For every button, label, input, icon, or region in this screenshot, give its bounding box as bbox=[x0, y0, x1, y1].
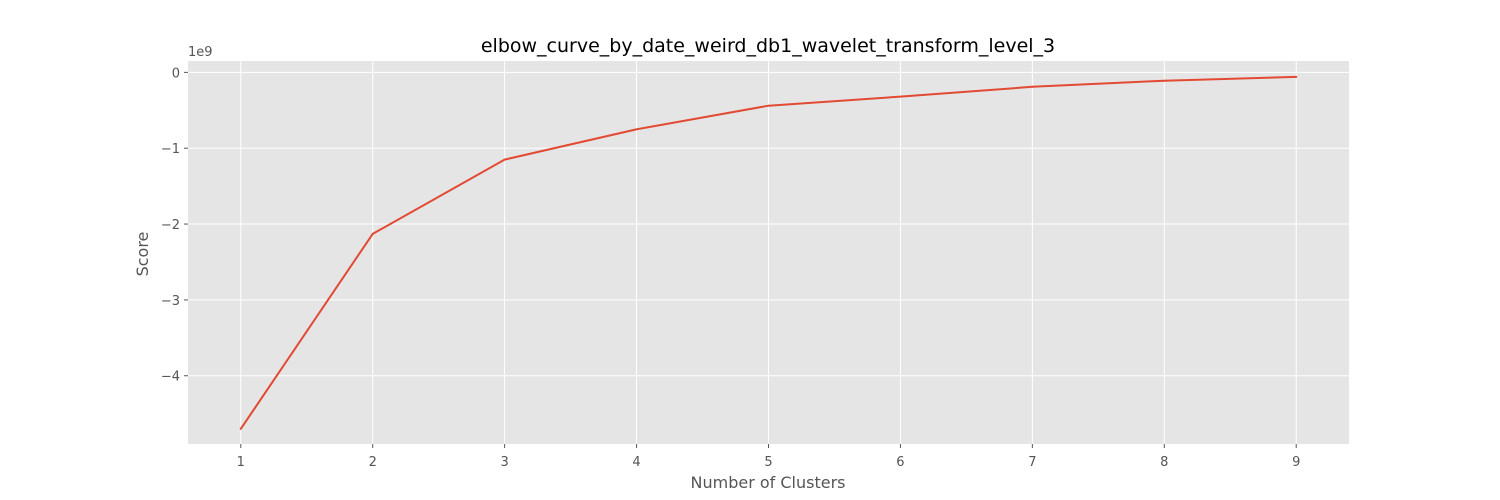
x-tick-label: 2 bbox=[369, 455, 377, 470]
data-point bbox=[1295, 75, 1298, 78]
chart-title: elbow_curve_by_date_weird_db1_wavelet_tr… bbox=[481, 35, 1055, 57]
x-tick-labels: 1 2 3 4 5 6 7 8 9 bbox=[237, 444, 1300, 470]
series-layer bbox=[239, 75, 1298, 430]
y-tick-label: −3 bbox=[161, 294, 180, 309]
x-tick-label: 1 bbox=[237, 455, 245, 470]
data-point bbox=[899, 95, 902, 98]
data-point bbox=[767, 104, 770, 107]
x-tick-label: 9 bbox=[1292, 455, 1300, 470]
y-axis-offset-label: 1e9 bbox=[188, 45, 213, 60]
x-tick-label: 5 bbox=[764, 455, 772, 470]
y-tick-labels: 0 −1 −2 −3 −4 bbox=[161, 66, 188, 385]
x-tick-label: 8 bbox=[1160, 455, 1168, 470]
data-point bbox=[1163, 79, 1166, 82]
data-point bbox=[635, 128, 638, 131]
y-axis-label: Score bbox=[133, 232, 152, 277]
y-tick-label: −4 bbox=[161, 370, 180, 385]
x-gridlines bbox=[240, 61, 1297, 444]
x-tick-label: 4 bbox=[632, 455, 640, 470]
y-tick-label: −1 bbox=[161, 142, 180, 157]
data-point bbox=[1031, 85, 1034, 88]
x-tick-label: 7 bbox=[1028, 455, 1036, 470]
y-tick-label: −2 bbox=[161, 218, 180, 233]
data-point bbox=[503, 158, 506, 161]
x-tick-label: 3 bbox=[500, 455, 508, 470]
y-tick-label: 0 bbox=[172, 66, 180, 81]
x-axis-label: Number of Clusters bbox=[691, 473, 846, 492]
y-gridlines bbox=[188, 71, 1349, 377]
x-tick-label: 6 bbox=[896, 455, 904, 470]
data-point bbox=[371, 232, 374, 235]
data-point bbox=[239, 427, 242, 430]
